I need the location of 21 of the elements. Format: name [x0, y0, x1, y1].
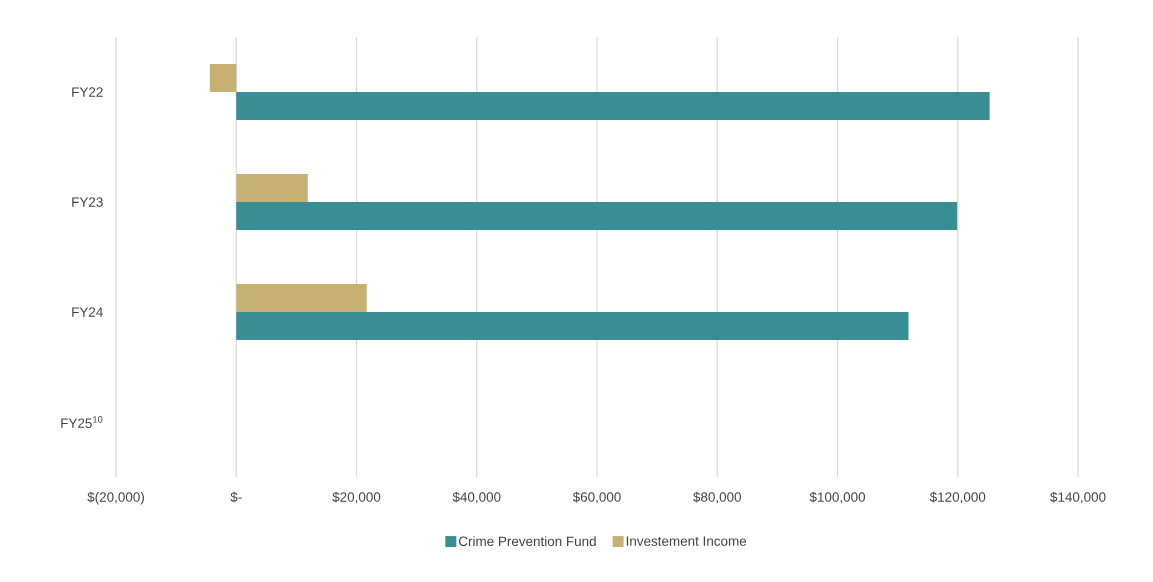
x-tick-label: $80,000: [693, 491, 742, 504]
y-tick-label: FY25$^{10}$: [61, 416, 103, 428]
bar: [236, 312, 909, 340]
y-tick-label: FY22: [72, 87, 103, 97]
legend-label: Investement Income: [626, 536, 747, 546]
bar: [236, 174, 308, 202]
y-tick-label: FY24: [72, 307, 103, 317]
x-tick-label: $100,000: [809, 491, 866, 504]
x-tick-label: $40,000: [452, 491, 501, 504]
bar: [236, 202, 958, 230]
bar: [209, 64, 237, 92]
x-tick-label: $(20,000): [87, 491, 144, 505]
x-tick-label: $60,000: [572, 491, 621, 504]
bar: [236, 92, 990, 120]
y-tick-label: FY23: [72, 197, 103, 207]
x-tick-label: $140,000: [1050, 491, 1106, 504]
x-tick-label: $-: [230, 491, 242, 503]
x-tick-label: $120,000: [929, 491, 986, 504]
bar: [236, 284, 367, 312]
x-tick-label: $20,000: [332, 491, 381, 504]
legend-label: Crime Prevention Fund: [459, 536, 596, 547]
